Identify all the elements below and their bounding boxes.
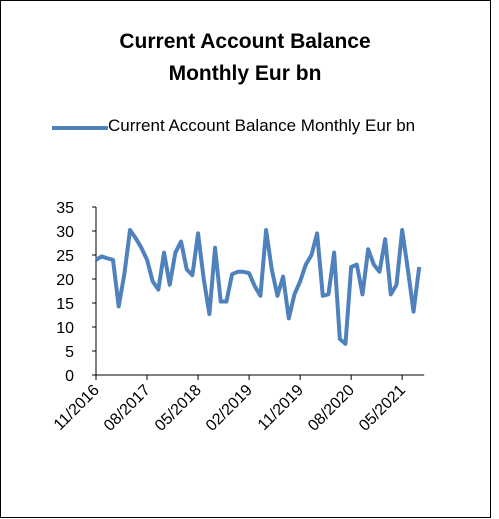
y-tick-label: 15 [56,296,74,313]
y-tick-label: 20 [56,272,74,289]
legend-label: Current Account Balance Monthly Eur bn [108,116,416,135]
legend-label-box: Current Account Balance Monthly Eur bn [108,116,416,135]
line-series [94,228,422,346]
y-tick-label: 25 [56,248,74,265]
y-tick-label: 0 [65,368,74,385]
y-tick-label: 5 [65,344,74,361]
y-tick-label: 10 [56,320,74,337]
y-tick-label: 30 [56,224,74,241]
chart-title: Current Account Balance Monthly Eur bn [119,30,370,85]
y-tick-label: 35 [56,200,74,217]
